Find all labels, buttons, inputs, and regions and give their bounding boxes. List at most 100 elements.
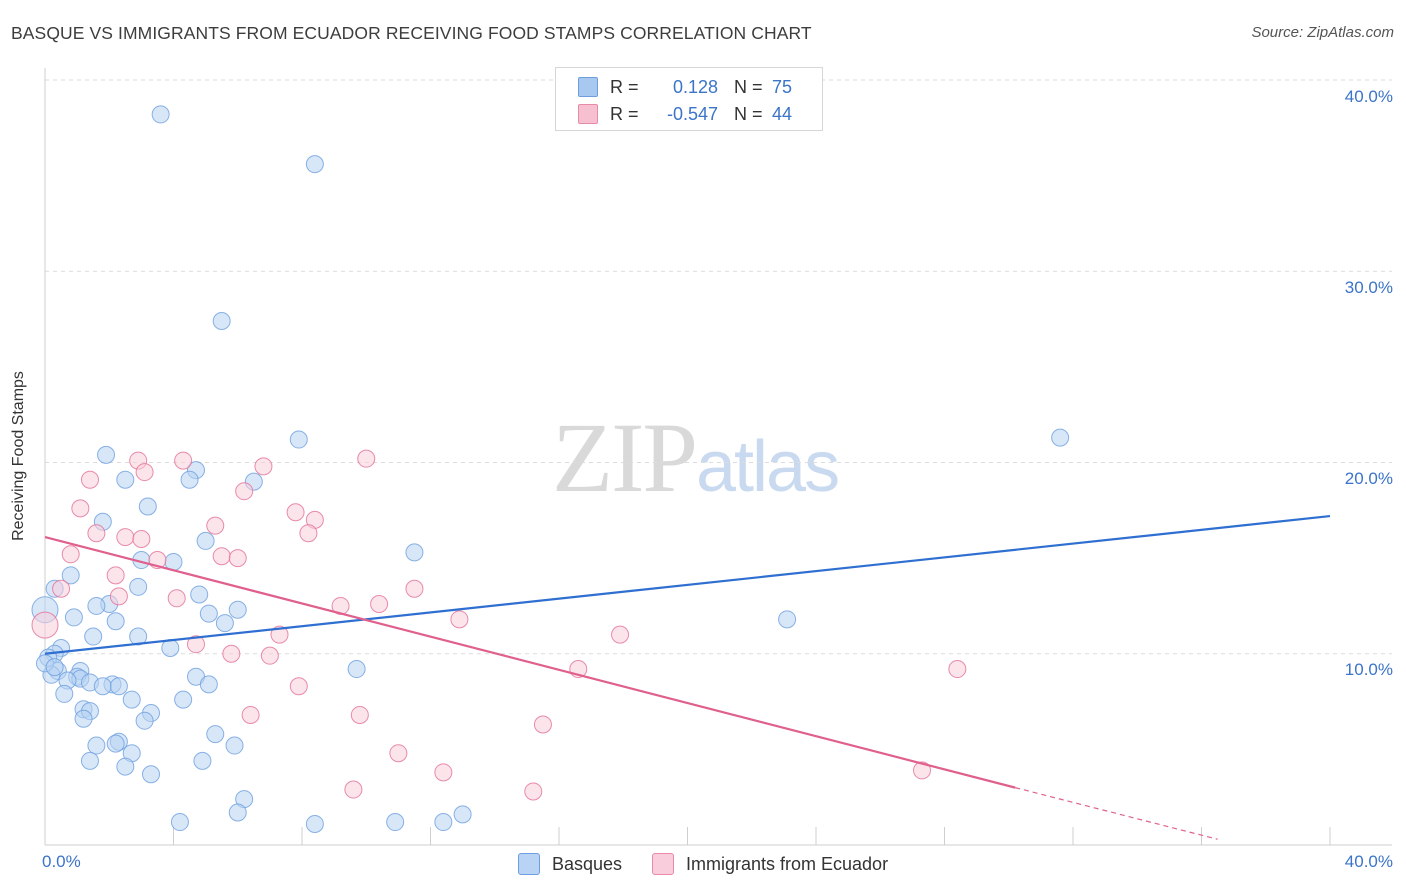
data-point bbox=[80, 751, 99, 770]
y-tick-40: 40.0% bbox=[1344, 87, 1393, 106]
data-point bbox=[289, 430, 308, 449]
data-point bbox=[116, 470, 135, 489]
n-label: N = bbox=[734, 76, 763, 97]
data-point bbox=[87, 596, 106, 615]
data-point bbox=[52, 579, 71, 598]
data-point bbox=[199, 675, 218, 694]
n-value: 75 bbox=[772, 76, 793, 97]
y-axis-label: Receiving Food Stamps bbox=[10, 371, 27, 541]
data-point bbox=[116, 528, 135, 547]
data-point bbox=[389, 744, 408, 763]
data-point bbox=[206, 725, 225, 744]
data-point bbox=[61, 566, 80, 585]
data-point bbox=[122, 690, 141, 709]
data-point bbox=[186, 635, 205, 654]
y-tick-10: 10.0% bbox=[1344, 660, 1393, 679]
data-point bbox=[129, 577, 148, 596]
legend-row-ecuador: R = -0.547 N = 44 bbox=[578, 103, 792, 125]
data-point bbox=[109, 677, 128, 696]
legend-swatch-basques bbox=[578, 77, 598, 97]
data-point bbox=[347, 660, 366, 679]
data-point bbox=[212, 547, 231, 566]
data-point bbox=[241, 705, 260, 724]
data-point bbox=[174, 690, 193, 709]
data-point bbox=[215, 614, 234, 633]
data-point bbox=[350, 705, 369, 724]
data-point bbox=[434, 813, 453, 832]
data-point bbox=[199, 604, 218, 623]
data-point bbox=[106, 734, 125, 753]
data-point bbox=[235, 482, 254, 501]
data-point bbox=[286, 503, 305, 522]
data-point bbox=[305, 155, 324, 174]
data-point bbox=[228, 549, 247, 568]
data-point bbox=[778, 610, 797, 629]
data-point bbox=[97, 445, 116, 464]
data-point bbox=[533, 715, 552, 734]
correlation-legend: R = 0.128 N = 75 R = -0.547 N = 44 bbox=[555, 67, 823, 131]
data-point bbox=[135, 463, 154, 482]
data-point bbox=[174, 451, 193, 470]
data-point bbox=[357, 449, 376, 468]
trend-extension-ecuador bbox=[1015, 787, 1218, 840]
data-point bbox=[116, 757, 135, 776]
data-point bbox=[196, 531, 215, 550]
data-point bbox=[611, 625, 630, 644]
legend-label-basques: Basques bbox=[551, 853, 622, 874]
data-point bbox=[132, 530, 151, 548]
data-point bbox=[87, 524, 106, 543]
legend-item-basques[interactable]: Basques bbox=[517, 853, 622, 875]
data-point bbox=[84, 627, 103, 646]
data-point bbox=[87, 736, 106, 755]
data-point bbox=[222, 644, 241, 663]
data-point bbox=[370, 595, 389, 614]
data-point bbox=[260, 646, 279, 665]
source-credit: Source: ZipAtlas.com bbox=[1251, 24, 1394, 41]
legend-row-basques: R = 0.128 N = 75 bbox=[578, 76, 792, 98]
data-point bbox=[142, 765, 161, 784]
data-point bbox=[106, 566, 125, 585]
data-point bbox=[228, 803, 247, 822]
trend-lines bbox=[44, 514, 1331, 840]
data-point bbox=[254, 457, 273, 476]
data-point bbox=[106, 612, 125, 631]
series-ecuador bbox=[31, 449, 967, 801]
grid-lines bbox=[45, 79, 1392, 655]
data-point bbox=[71, 499, 90, 518]
data-point bbox=[405, 579, 424, 598]
legend-label-ecuador: Immigrants from Ecuador bbox=[686, 853, 889, 874]
r-label: R = bbox=[610, 103, 639, 124]
data-point bbox=[45, 658, 64, 677]
data-point bbox=[93, 677, 112, 696]
data-point bbox=[212, 311, 231, 330]
legend-swatch-basques bbox=[517, 853, 540, 875]
data-point bbox=[61, 545, 80, 564]
legend-swatch-ecuador bbox=[578, 104, 598, 124]
data-point bbox=[151, 105, 170, 124]
axes bbox=[44, 68, 1392, 846]
data-point bbox=[524, 782, 543, 801]
r-label: R = bbox=[610, 76, 639, 97]
data-point bbox=[135, 711, 154, 730]
data-point bbox=[225, 736, 244, 755]
series-basques bbox=[31, 105, 1070, 833]
data-point bbox=[170, 813, 189, 832]
x-tick-max: 40.0% bbox=[1344, 852, 1393, 871]
data-point bbox=[1051, 428, 1070, 447]
data-point bbox=[386, 813, 405, 832]
data-point bbox=[453, 805, 472, 824]
x-tick-min: 0.0% bbox=[42, 852, 81, 871]
chart-title: BASQUE VS IMMIGRANTS FROM ECUADOR RECEIV… bbox=[11, 23, 812, 43]
y-tick-30: 30.0% bbox=[1344, 278, 1393, 297]
data-point bbox=[405, 543, 424, 562]
r-value: 0.128 bbox=[672, 76, 718, 97]
data-point bbox=[344, 780, 363, 799]
data-point bbox=[289, 677, 308, 696]
n-label: N = bbox=[734, 103, 763, 124]
data-point bbox=[74, 709, 93, 728]
trend-line-ecuador bbox=[44, 536, 1016, 789]
data-point bbox=[305, 814, 324, 833]
legend-item-ecuador[interactable]: Immigrants from Ecuador bbox=[652, 853, 888, 875]
data-point bbox=[129, 627, 148, 646]
